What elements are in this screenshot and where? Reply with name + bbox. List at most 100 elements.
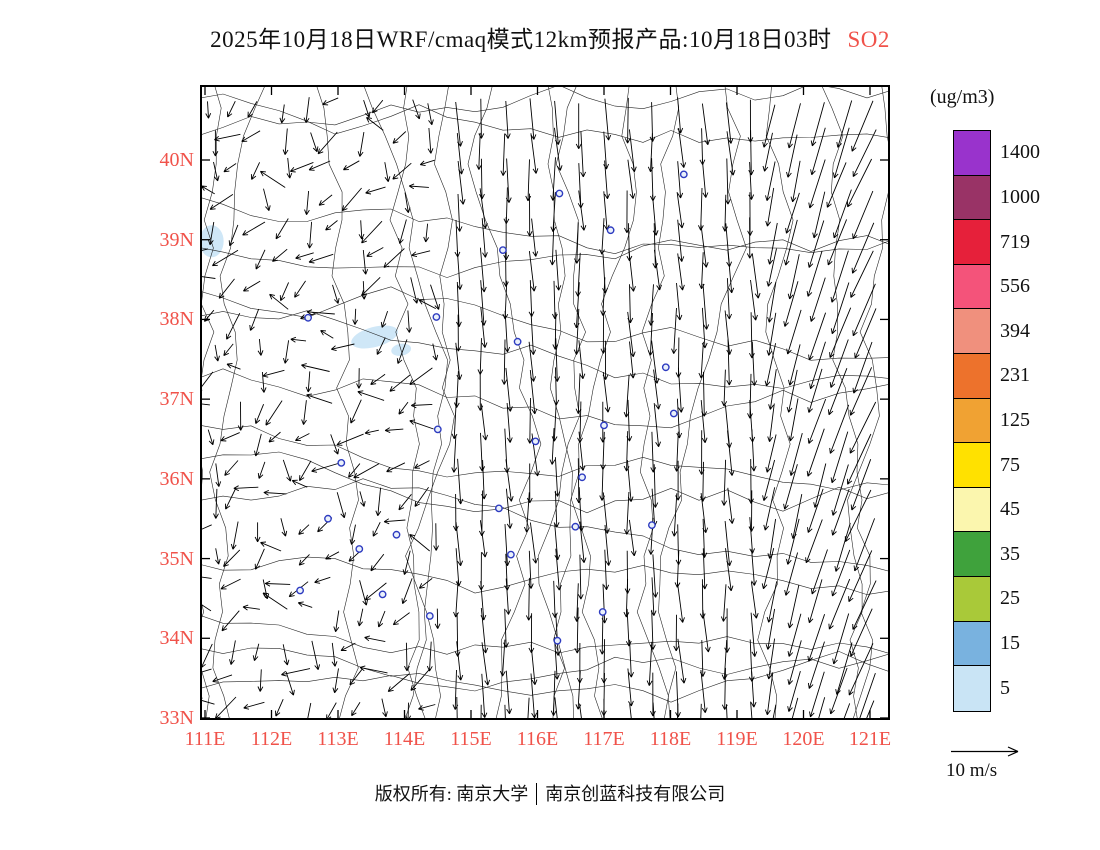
wind-vector xyxy=(412,99,421,120)
wind-vector xyxy=(832,127,850,179)
wind-vector xyxy=(852,341,873,394)
wind-vector xyxy=(674,550,681,588)
wind-vector xyxy=(677,97,684,134)
wind-vector xyxy=(526,397,533,444)
wind-vector xyxy=(832,613,850,665)
wind-vector xyxy=(499,639,506,677)
wind-vector xyxy=(750,581,759,619)
wind-vector xyxy=(852,283,876,337)
wind-vector xyxy=(724,521,733,567)
wind-vector xyxy=(700,703,702,719)
wind-vector xyxy=(653,249,662,291)
wind-vector xyxy=(350,399,362,424)
wind-vector xyxy=(751,253,761,299)
wind-vector xyxy=(807,368,823,413)
wind-vector xyxy=(604,98,612,141)
wind-vector xyxy=(242,604,260,611)
city-marker xyxy=(355,545,364,553)
wind-vector xyxy=(746,217,753,259)
wind-vector xyxy=(478,98,485,139)
wind-vector xyxy=(370,553,385,572)
wind-vector xyxy=(481,673,488,718)
wind-vector xyxy=(332,668,339,694)
wind-vector xyxy=(336,492,346,519)
wind-vector xyxy=(602,492,610,534)
wind-vector xyxy=(725,102,734,144)
wind-vector xyxy=(766,312,777,356)
wind-vector xyxy=(678,128,687,168)
wind-vector xyxy=(252,643,260,661)
wind-vector xyxy=(767,518,777,559)
wind-vector xyxy=(623,431,630,472)
wind-vector xyxy=(829,339,849,388)
boundary-line xyxy=(757,86,794,719)
boundary-line xyxy=(201,197,889,255)
wind-vector xyxy=(299,460,312,481)
wind-vector xyxy=(455,314,462,352)
wind-vector xyxy=(384,162,391,182)
wind-vector xyxy=(263,489,287,496)
wind-vector xyxy=(626,459,634,502)
wind-vector xyxy=(501,339,508,385)
wind-vector xyxy=(851,100,874,152)
wind-vector xyxy=(359,665,388,674)
wind-vector xyxy=(414,486,429,507)
wind-vector xyxy=(784,552,799,596)
lon-axis-label: 121E xyxy=(848,728,892,750)
legend-swatch xyxy=(954,443,990,488)
wind-vector xyxy=(750,279,758,321)
wind-vector xyxy=(265,400,283,426)
wind-scale-arrow xyxy=(951,746,1019,757)
wind-vector xyxy=(529,522,539,564)
wind-vector xyxy=(549,221,556,266)
boundary-line xyxy=(405,86,455,719)
wind-vector xyxy=(761,547,775,590)
wind-vector xyxy=(262,369,285,378)
wind-vector xyxy=(282,459,292,482)
wind-vector xyxy=(336,433,364,446)
wind-vector xyxy=(809,277,826,322)
city-marker xyxy=(647,521,656,529)
wind-vector xyxy=(700,669,708,713)
wind-vector xyxy=(623,578,630,618)
wind-vector xyxy=(554,523,561,561)
wind-vector xyxy=(763,487,776,531)
wind-vector xyxy=(830,250,849,303)
wind-vector xyxy=(364,429,379,436)
wind-vector xyxy=(578,431,586,471)
city-marker xyxy=(531,437,540,446)
wind-vector xyxy=(648,284,654,326)
wind-vector xyxy=(826,162,847,208)
boundary-line xyxy=(552,86,637,719)
wind-vector xyxy=(404,642,410,672)
wind-vector xyxy=(456,133,465,175)
wind-vector xyxy=(237,401,244,431)
wind-vector xyxy=(366,116,384,131)
wind-vector xyxy=(264,580,291,587)
wind-vector xyxy=(807,488,824,533)
boundary-line xyxy=(658,86,747,719)
wind-vector xyxy=(364,635,386,643)
wind-vector xyxy=(628,129,637,173)
wind-vector xyxy=(372,521,381,537)
lon-axis-label: 111E xyxy=(184,728,226,750)
wind-vector xyxy=(275,699,284,717)
color-legend xyxy=(953,130,991,712)
wind-vector xyxy=(349,668,363,686)
boundary-line xyxy=(209,86,265,719)
wind-vector xyxy=(530,133,539,174)
wind-vector xyxy=(361,276,381,296)
legend-swatch xyxy=(954,264,990,310)
lat-axis-label: 38N xyxy=(159,308,194,331)
wind-vector xyxy=(602,253,608,294)
legend-swatch xyxy=(954,175,990,221)
wind-vector xyxy=(852,580,877,630)
wind-vector xyxy=(832,189,852,239)
copyright-footer: 版权所有: 南京大学 南京创蓝科技有限公司 xyxy=(0,780,1100,806)
wind-vector xyxy=(423,223,430,243)
wind-vector xyxy=(783,464,798,510)
wind-vector xyxy=(650,609,656,650)
wind-vector xyxy=(320,330,334,339)
forecast-map-canvas xyxy=(200,85,890,720)
wind-vector xyxy=(762,459,776,501)
